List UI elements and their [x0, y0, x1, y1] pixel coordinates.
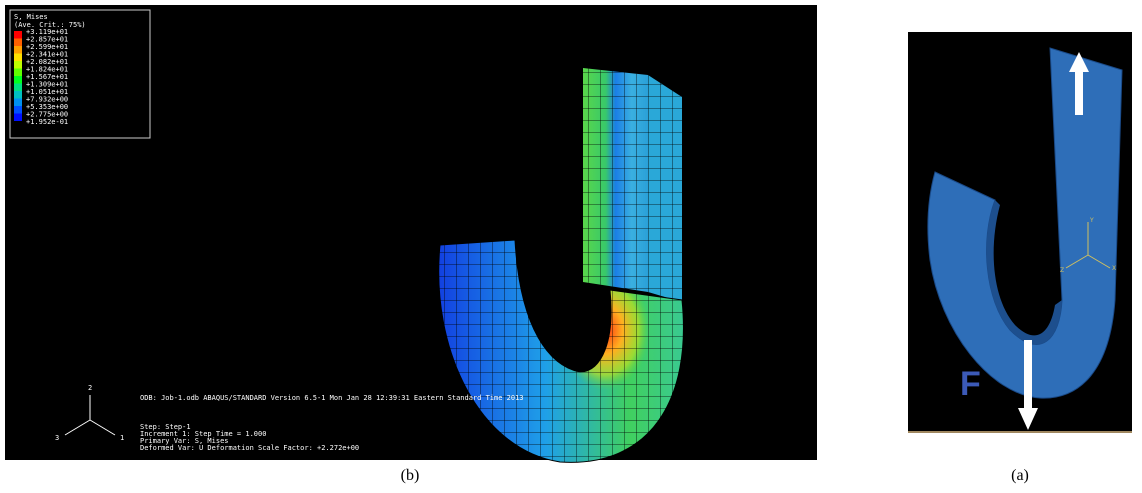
- odb-info: ODB: Job-1.odb ABAQUS/STANDARD Version 6…: [140, 394, 524, 402]
- shank-mesh: [583, 68, 682, 302]
- legend-title: S, Mises: [14, 13, 48, 21]
- abaqus-viewport: [5, 5, 817, 460]
- deformed-var: Deformed Var: U Deformation Scale Factor…: [140, 444, 359, 452]
- legend-swatch: [14, 76, 22, 84]
- legend-swatch: [14, 114, 22, 122]
- figure: S, Mises (Ave. Crit.: 75%) +3.119e+01+2.…: [0, 0, 1142, 493]
- legend-swatch: [14, 46, 22, 54]
- caption: (a): [1011, 467, 1029, 484]
- page: {"panel_b": { "legend": {"title": "S, Mi…: [0, 0, 1142, 493]
- caption: (b): [401, 467, 420, 484]
- legend-swatch: [14, 99, 22, 107]
- triad-label: 3: [55, 434, 59, 442]
- triad-label: Z: [1060, 267, 1064, 274]
- legend-value: +1.952e-01: [26, 118, 68, 126]
- force-label: F: [960, 365, 981, 403]
- legend-swatch: [14, 31, 22, 39]
- legend-swatch: [14, 91, 22, 99]
- legend-swatch: [14, 84, 22, 92]
- legend-swatch: [14, 61, 22, 69]
- legend-swatch: [14, 39, 22, 47]
- triad-label: 2: [88, 384, 92, 392]
- triad-label: Y: [1089, 217, 1094, 224]
- legend-swatch: [14, 69, 22, 77]
- triad-label: 1: [120, 434, 124, 442]
- legend-swatch: [14, 106, 22, 114]
- triad-label: X: [1112, 265, 1116, 272]
- legend-swatch: [14, 54, 22, 62]
